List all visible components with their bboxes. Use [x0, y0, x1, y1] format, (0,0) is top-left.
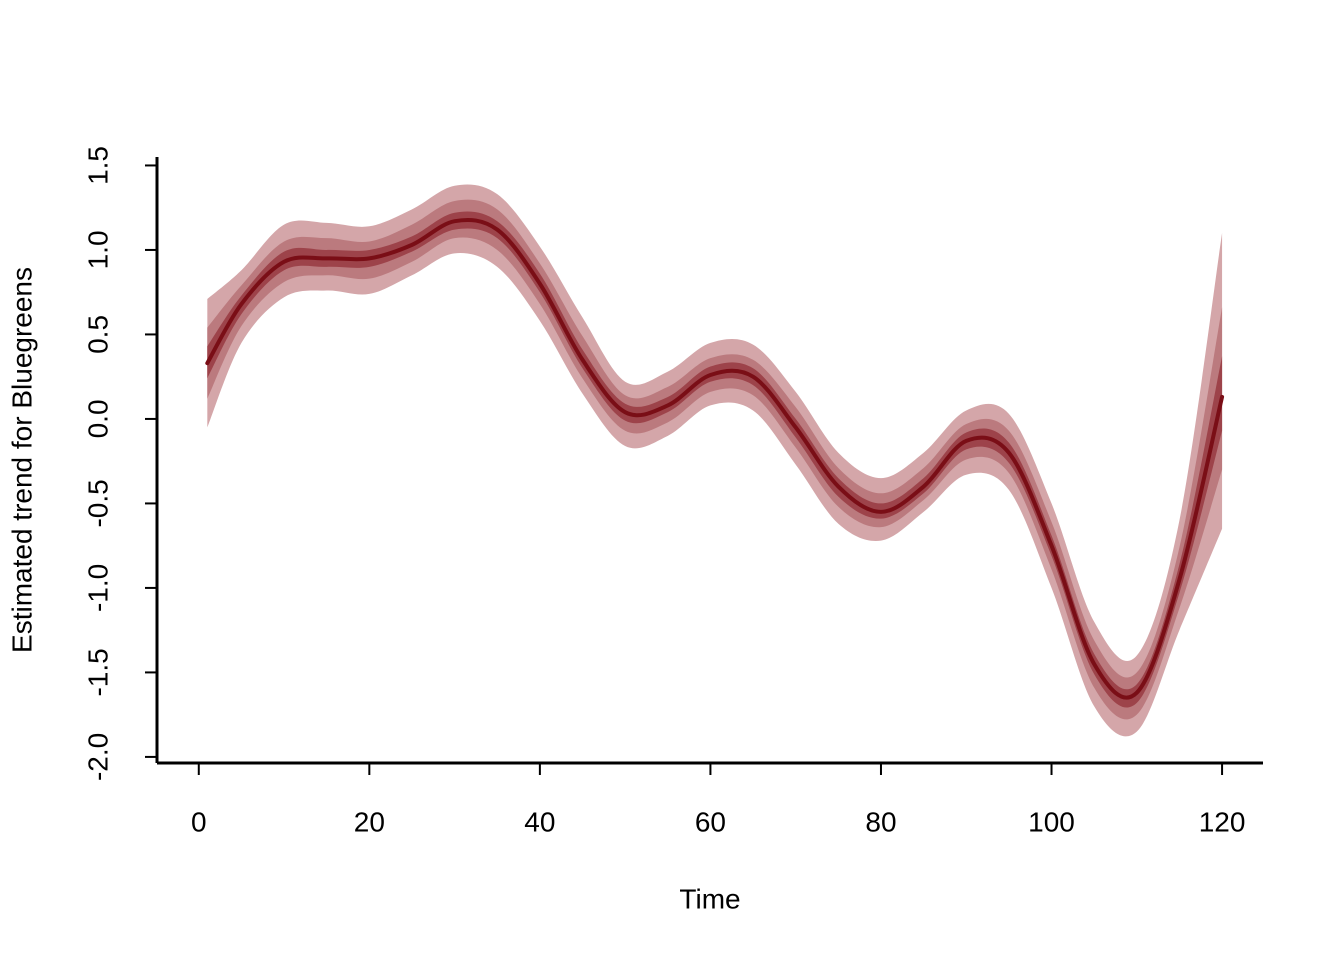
x-tick-label: 100 [1028, 806, 1075, 837]
y-tick-label: 0.0 [82, 399, 113, 438]
x-tick-label: 80 [865, 806, 896, 837]
x-axis-title: Time [679, 883, 740, 914]
y-tick-label: -1.5 [82, 648, 113, 696]
y-axis-title: Estimated trend for Bluegreens [6, 267, 37, 653]
x-tick-label: 0 [191, 806, 207, 837]
interval-band [207, 211, 1223, 708]
y-tick-label: -1.0 [82, 564, 113, 612]
x-tick-label: 60 [695, 806, 726, 837]
y-tick-label: 0.5 [82, 315, 113, 354]
y-tick-label: -2.0 [82, 733, 113, 781]
y-tick-label: 1.5 [82, 146, 113, 185]
x-tick-label: 120 [1199, 806, 1246, 837]
y-tick-label: 1.0 [82, 230, 113, 269]
x-tick-label: 40 [524, 806, 555, 837]
x-tick-label: 20 [354, 806, 385, 837]
trend-line [205, 218, 1225, 700]
y-tick-label: -0.5 [82, 479, 113, 527]
